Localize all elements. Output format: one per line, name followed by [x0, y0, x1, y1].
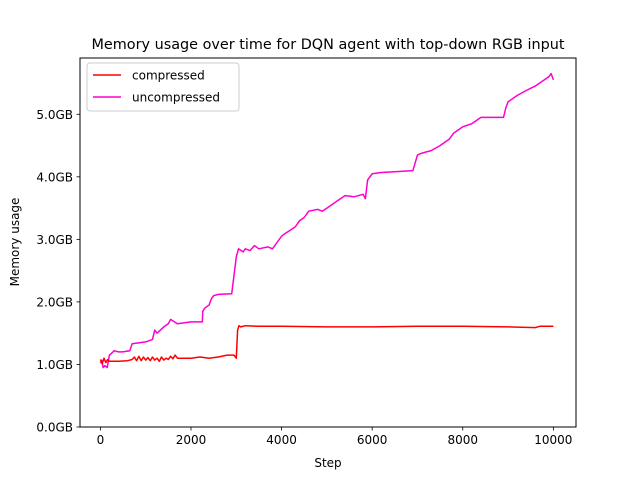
y-tick-label: 3.0GB	[36, 233, 73, 247]
y-axis-ticks: 0.0GB 1.0GB 2.0GB 3.0GB 4.0GB 5.0GB	[36, 108, 80, 435]
plot-frame	[79, 57, 577, 428]
x-tick-label: 8000	[447, 433, 478, 447]
legend-label-compressed: compressed	[132, 69, 205, 83]
y-tick-label: 2.0GB	[36, 295, 73, 309]
y-tick-label: 5.0GB	[36, 108, 73, 122]
legend-label-uncompressed: uncompressed	[132, 91, 220, 105]
x-tick-label: 2000	[176, 433, 207, 447]
series-line-uncompressed	[99, 72, 555, 369]
x-tick-label: 6000	[357, 433, 388, 447]
y-tick-label: 0.0GB	[36, 421, 73, 435]
y-tick-label: 1.0GB	[36, 358, 73, 372]
x-tick-label: 0	[97, 433, 105, 447]
legend-box	[86, 62, 240, 112]
chart-title: Memory usage over time for DQN agent wit…	[91, 37, 564, 53]
series-layer	[99, 72, 555, 369]
x-tick-label: 10000	[534, 433, 572, 447]
y-tick-label: 4.0GB	[36, 170, 73, 184]
y-axis-label: Memory usage	[8, 198, 22, 287]
legend: compressed uncompressed	[86, 62, 240, 112]
x-axis-ticks: 0 2000 4000 6000 8000 10000	[97, 427, 572, 447]
x-tick-label: 4000	[266, 433, 297, 447]
series-line-compressed	[99, 324, 554, 365]
x-axis-label: Step	[314, 456, 341, 470]
plot-area	[79, 57, 577, 428]
